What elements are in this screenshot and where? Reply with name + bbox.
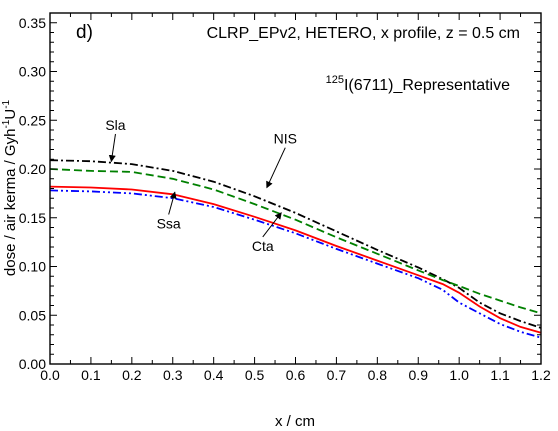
tick-layer: 0.0 0.1 0.2 0.3 0.4 0.5 0.6 0.7 0.8 0.9 1.0 1.1 1.2 0… (19, 12, 551, 383)
x-tick-label: 0.8 (368, 367, 388, 383)
series-line-sla (49, 159, 542, 329)
x-tick-label: 0.0 (40, 367, 60, 383)
x-tick-label: 0.5 (245, 367, 265, 383)
series-arrow-sla (108, 133, 116, 163)
y-axis-title: dose / air kerma / Gyh-1U-1 (1, 99, 19, 276)
y-axis-title-sup2: -1 (1, 99, 12, 108)
series-line-ssa (49, 185, 542, 334)
x-tick-label: 1.1 (490, 367, 510, 383)
x-tick-label: 0.2 (122, 367, 142, 383)
y-tick-label: 0.05 (19, 307, 46, 323)
source-label: 125I(6711)_Representative (326, 74, 510, 94)
x-tick-label: 0.7 (327, 367, 347, 383)
series-arrow-nis (266, 147, 286, 189)
series-label-sla: Sla (105, 117, 125, 133)
panel-label: d) (76, 22, 93, 43)
series-label-nis: NIS (274, 131, 297, 147)
x-tick-label: 0.1 (81, 367, 101, 383)
y-tick-label: 0.15 (19, 210, 46, 226)
x-tick-label: 1.2 (531, 367, 551, 383)
series-label-ssa: Ssa (157, 215, 181, 231)
x-tick-label: 1.0 (449, 367, 469, 383)
series-layer (49, 159, 542, 339)
y-tick-label: 0.30 (19, 64, 46, 80)
x-tick-label: 0.3 (163, 367, 183, 383)
source-name: I(6711)_Representative (344, 77, 510, 94)
series-label-cta: Cta (252, 238, 274, 254)
series-arrow-ssa (168, 191, 177, 215)
plot-frame (49, 12, 542, 365)
y-tick-label: 0.20 (19, 161, 46, 177)
annotation-layer: Sla NIS Ssa Cta (105, 117, 297, 254)
series-line-nis (49, 168, 542, 315)
series-arrow-cta (262, 212, 282, 238)
chart-title: CLRP_EPv2, HETERO, x profile, z = 0.5 cm (207, 25, 520, 42)
y-tick-label: 0.25 (19, 112, 46, 128)
x-tick-label: 0.9 (409, 367, 429, 383)
y-axis-title-mid: U (2, 109, 19, 120)
y-tick-label: 0.35 (19, 15, 46, 31)
y-axis-title-main: dose / air kerma / Gyh (2, 129, 19, 277)
source-isotope-superscript: 125 (326, 74, 344, 86)
x-tick-label: 0.6 (286, 367, 306, 383)
y-axis-title-sup1: -1 (1, 119, 12, 128)
x-tick-label: 0.4 (204, 367, 224, 383)
series-line-cta (49, 189, 542, 339)
y-tick-label: 0.10 (19, 259, 46, 275)
x-axis-title: x / cm (275, 413, 315, 430)
y-tick-label: 0.00 (19, 356, 46, 372)
